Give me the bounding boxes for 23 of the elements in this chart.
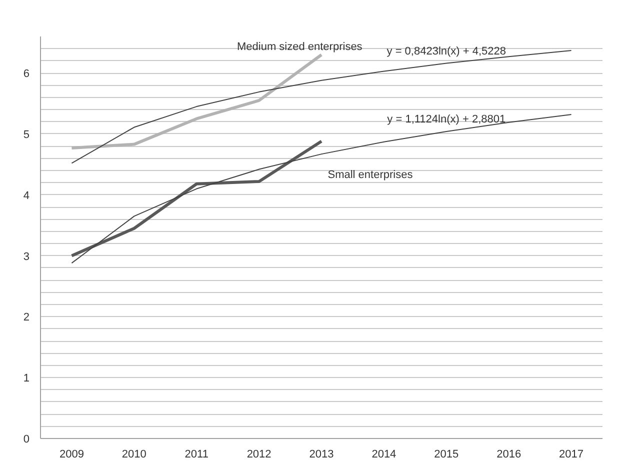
annotation: y = 0,8423ln(x) + 4,5228 [386, 45, 506, 58]
y-tick-label: 6 [23, 68, 30, 80]
line-series [71, 114, 572, 264]
y-tick-label: 5 [23, 128, 30, 141]
line-series [70, 53, 323, 150]
y-tick-label: 4 [23, 190, 30, 202]
x-tick-label: 2010 [122, 448, 146, 460]
y-tick-label: 1 [23, 372, 30, 385]
y-tick-label: 0 [23, 434, 30, 446]
annotation: y = 1,1124ln(x) + 2,8801 [387, 114, 506, 126]
line-series [70, 140, 323, 258]
x-tick-label: 2013 [309, 448, 334, 460]
text: Small enterprises [328, 168, 414, 181]
x-tick-label: 2016 [496, 448, 522, 460]
x-tick-label: 2012 [246, 448, 272, 460]
x-tick-label: 2015 [434, 448, 459, 460]
y-tick-label: 3 [23, 250, 30, 263]
x-tick-label: 2017 [559, 448, 584, 460]
x-tick-label: 2009 [59, 448, 84, 460]
x-tick-label: 2014 [372, 448, 396, 460]
y-tick-label: 2 [23, 312, 30, 324]
x-tick-label: 2011 [184, 448, 208, 460]
series-label: Medium sized enterprises [236, 40, 363, 53]
